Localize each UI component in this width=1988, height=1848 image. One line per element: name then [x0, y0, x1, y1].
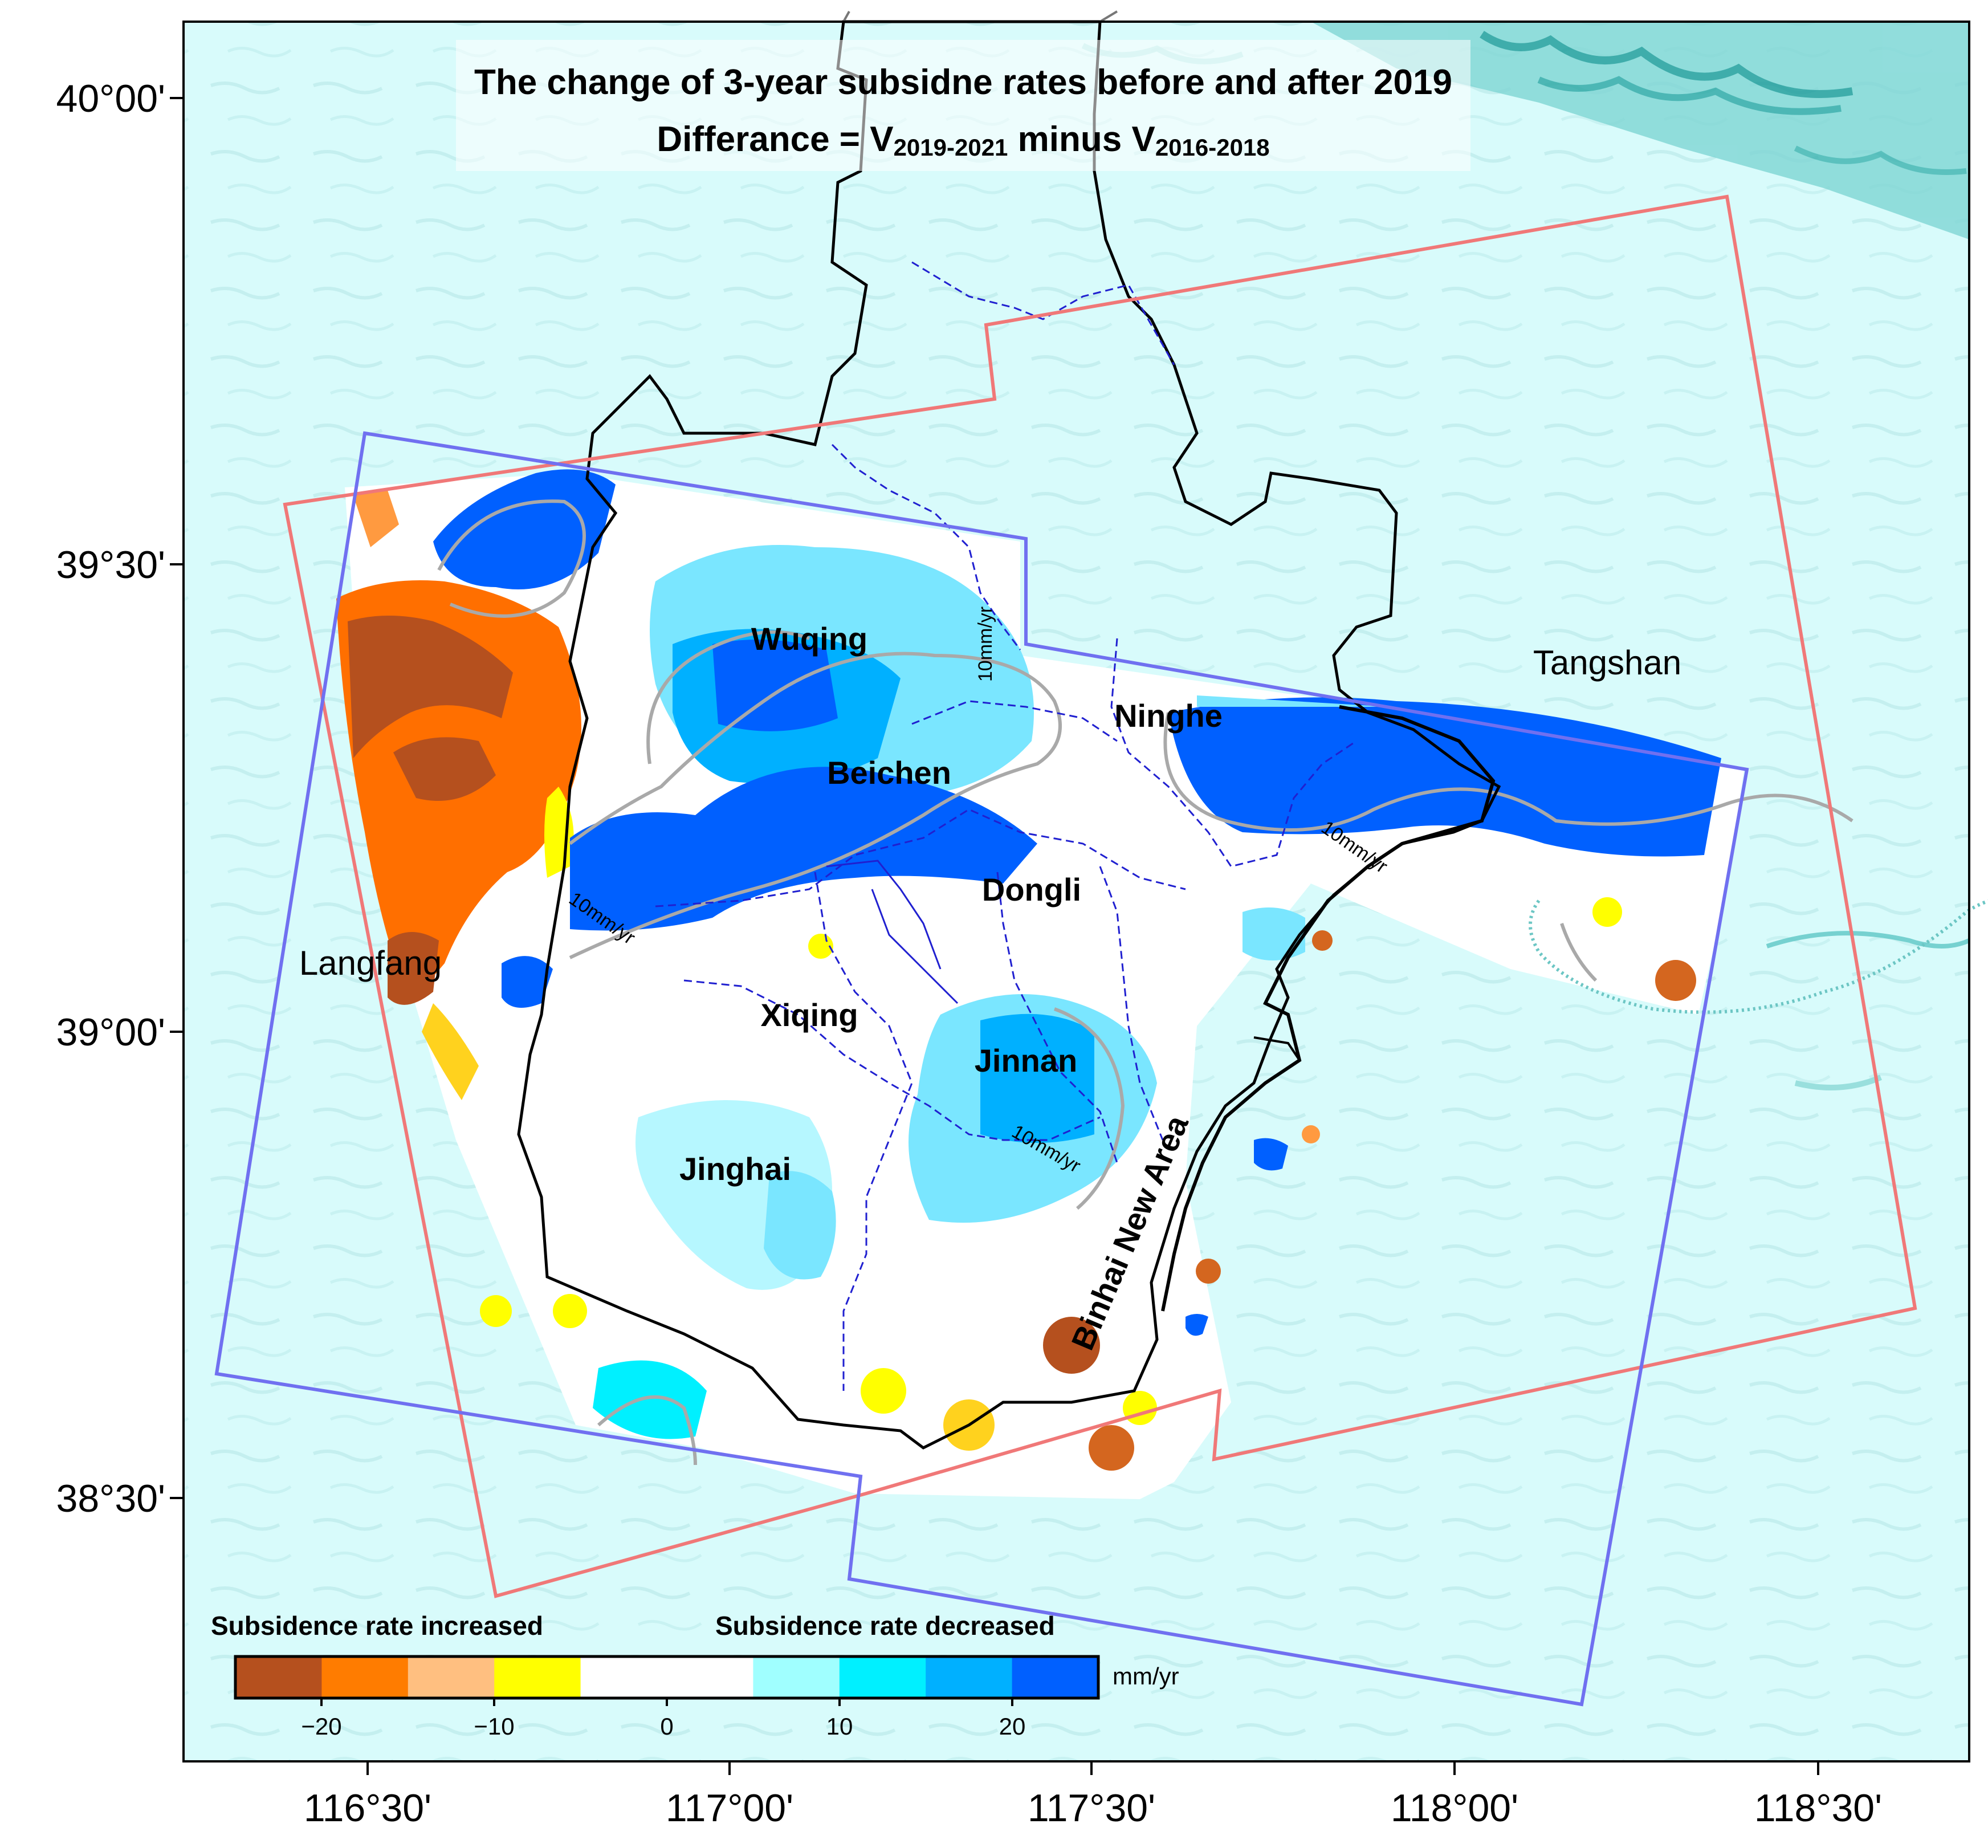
province-boundary	[842, 10, 1118, 23]
district-label-jinnan: Jinnan	[975, 1043, 1077, 1078]
district-label-ninghe: Ninghe	[1114, 698, 1223, 734]
legend: Subsidence rate increased Subsidence rat…	[211, 1611, 1179, 1740]
colorbar-swatch	[235, 1656, 322, 1698]
legend-decreased-label: Subsidence rate decreased	[715, 1611, 1055, 1641]
sar-frame-red	[283, 194, 1917, 1598]
colorbar-swatch	[667, 1656, 753, 1698]
colorbar-swatch	[926, 1656, 1013, 1698]
x-tick-label: 118°30'	[1754, 1786, 1882, 1830]
colorbar-swatch	[580, 1656, 667, 1698]
district-label-jinghai: Jinghai	[679, 1151, 791, 1187]
x-tick-label: 117°30'	[1028, 1786, 1155, 1830]
colorbar-tick-label: 20	[999, 1713, 1026, 1740]
coastline	[1161, 705, 1496, 1312]
subtitle-sub1: 2019-2021	[894, 134, 1008, 161]
increase-zone-langfang	[336, 490, 581, 1100]
coast-detail	[1253, 1036, 1301, 1061]
contour-lines	[437, 499, 1853, 1466]
decrease-zones	[433, 469, 1721, 1439]
subtitle-sub2: 2016-2018	[1155, 134, 1270, 161]
colorbar-tick-label: −20	[301, 1713, 341, 1740]
colorbar-tick-label: 10	[826, 1713, 853, 1740]
district-label-wuqing: Wuqing	[751, 621, 867, 657]
district-label-dongli: Dongli	[982, 872, 1081, 907]
map-title: The change of 3-year subsidne rates befo…	[474, 63, 1452, 102]
district-boundaries	[655, 261, 1357, 1391]
colorbar-swatch	[839, 1656, 926, 1698]
district-label-xiqing: Xiqing	[760, 997, 858, 1033]
city-label-tangshan: Tangshan	[1533, 644, 1681, 682]
district-inner-lines	[826, 860, 959, 1004]
terrain-shading	[1081, 22, 1970, 1090]
subtitle-mid: minus V	[1008, 120, 1155, 159]
colorbar-tick-label: −10	[474, 1713, 514, 1740]
increase-spots	[480, 897, 1696, 1471]
colorbar-swatch	[753, 1656, 840, 1698]
colorbar	[235, 1656, 1099, 1698]
title-backdrop	[456, 40, 1470, 171]
y-tick-label: 38°30'	[56, 1477, 165, 1520]
y-tick-label: 39°00'	[56, 1011, 165, 1054]
colorbar-swatch	[321, 1656, 409, 1698]
y-tick-label: 39°30'	[56, 543, 165, 587]
x-tick-label: 117°00'	[666, 1786, 793, 1830]
legend-increased-label: Subsidence rate increased	[211, 1611, 543, 1641]
x-tick-label: 116°30'	[304, 1786, 431, 1830]
colorbar-swatch	[408, 1656, 495, 1698]
city-label-langfang: Langfang	[299, 944, 442, 982]
colorbar-swatch	[494, 1656, 581, 1698]
legend-unit: mm/yr	[1113, 1663, 1179, 1690]
contour-label: 10mm/yr	[975, 606, 996, 682]
tianjin-boundary	[517, 20, 1501, 1450]
x-tick-label: 118°00'	[1391, 1786, 1518, 1830]
district-label-beichen: Beichen	[827, 755, 951, 791]
colorbar-swatch	[1012, 1656, 1099, 1698]
axis-ticks	[170, 97, 1819, 1775]
colorbar-tick-label: 0	[660, 1713, 673, 1740]
subtitle-prefix: Differance = V	[657, 120, 893, 159]
y-tick-label: 40°00'	[56, 77, 165, 120]
map-subtitle: Differance = V2019-2021 minus V2016-2018	[657, 120, 1269, 161]
map-frame	[182, 21, 1970, 1762]
sar-frame-blue	[214, 431, 1749, 1707]
